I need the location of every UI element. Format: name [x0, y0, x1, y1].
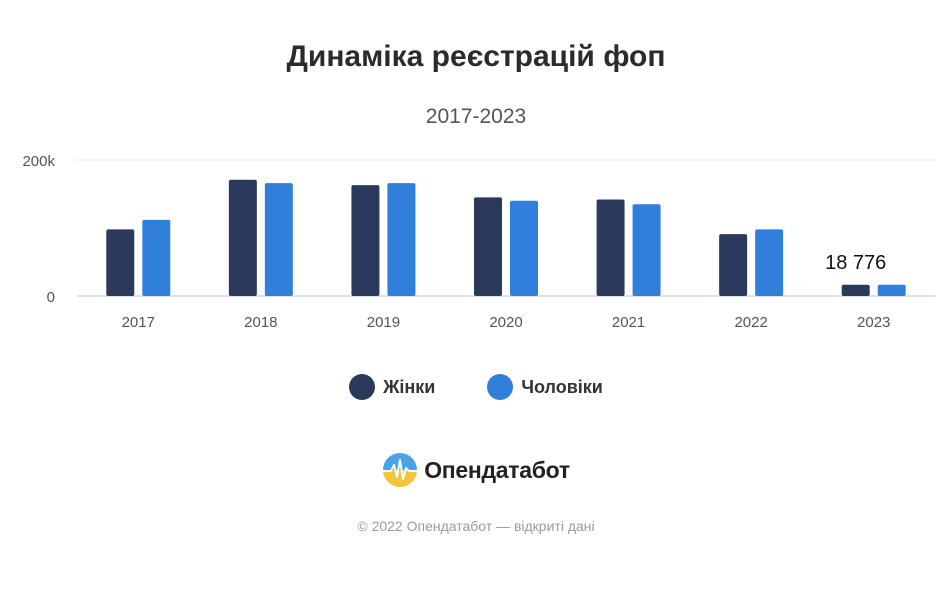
bar	[719, 234, 748, 296]
bar	[510, 200, 538, 296]
bar	[877, 284, 906, 296]
legend: Жінки Чоловіки	[0, 374, 952, 400]
x-tick-label: 2023	[857, 314, 890, 331]
x-tick-label: 2022	[734, 314, 767, 331]
chart-title: Динаміка реєстрацій фоп	[286, 40, 666, 73]
y-tick-label: 0	[47, 289, 55, 306]
bar	[841, 284, 870, 296]
bar	[474, 197, 502, 296]
x-tick-label: 2017	[122, 314, 155, 331]
y-tick-label: 200k	[22, 153, 55, 170]
x-tick-label: 2020	[489, 314, 522, 331]
data-label: 18 776	[825, 252, 886, 274]
brand-name: Опендатабот	[424, 456, 570, 483]
bar	[596, 199, 625, 296]
legend-label-women: Жінки	[383, 376, 436, 397]
legend-item-women[interactable]: Жінки	[349, 374, 435, 400]
legend-label-men: Чоловіки	[521, 376, 603, 397]
bar	[264, 183, 293, 296]
chart-subtitle: 2017-2023	[425, 105, 527, 128]
bar	[632, 204, 661, 296]
legend-item-men[interactable]: Чоловіки	[487, 374, 603, 400]
bar	[228, 179, 257, 296]
x-tick-label: 2021	[612, 314, 645, 331]
bar	[755, 229, 784, 296]
bar-chart: 0 200k 2017 2018 2019 2020 2021 2022 2023 18 776	[22, 153, 935, 331]
opendatabot-logo-icon	[383, 453, 418, 487]
bar	[387, 183, 416, 296]
bar	[142, 219, 171, 296]
x-tick-label: 2018	[244, 314, 277, 331]
bar	[106, 229, 135, 296]
legend-marker-men	[487, 374, 514, 400]
brand: Опендатабот	[0, 452, 952, 488]
x-tick-label: 2019	[367, 314, 400, 331]
copyright-text: © 2022 Опендатабот — відкриті дані	[357, 518, 595, 534]
legend-marker-women	[349, 374, 376, 400]
bar	[351, 185, 380, 296]
